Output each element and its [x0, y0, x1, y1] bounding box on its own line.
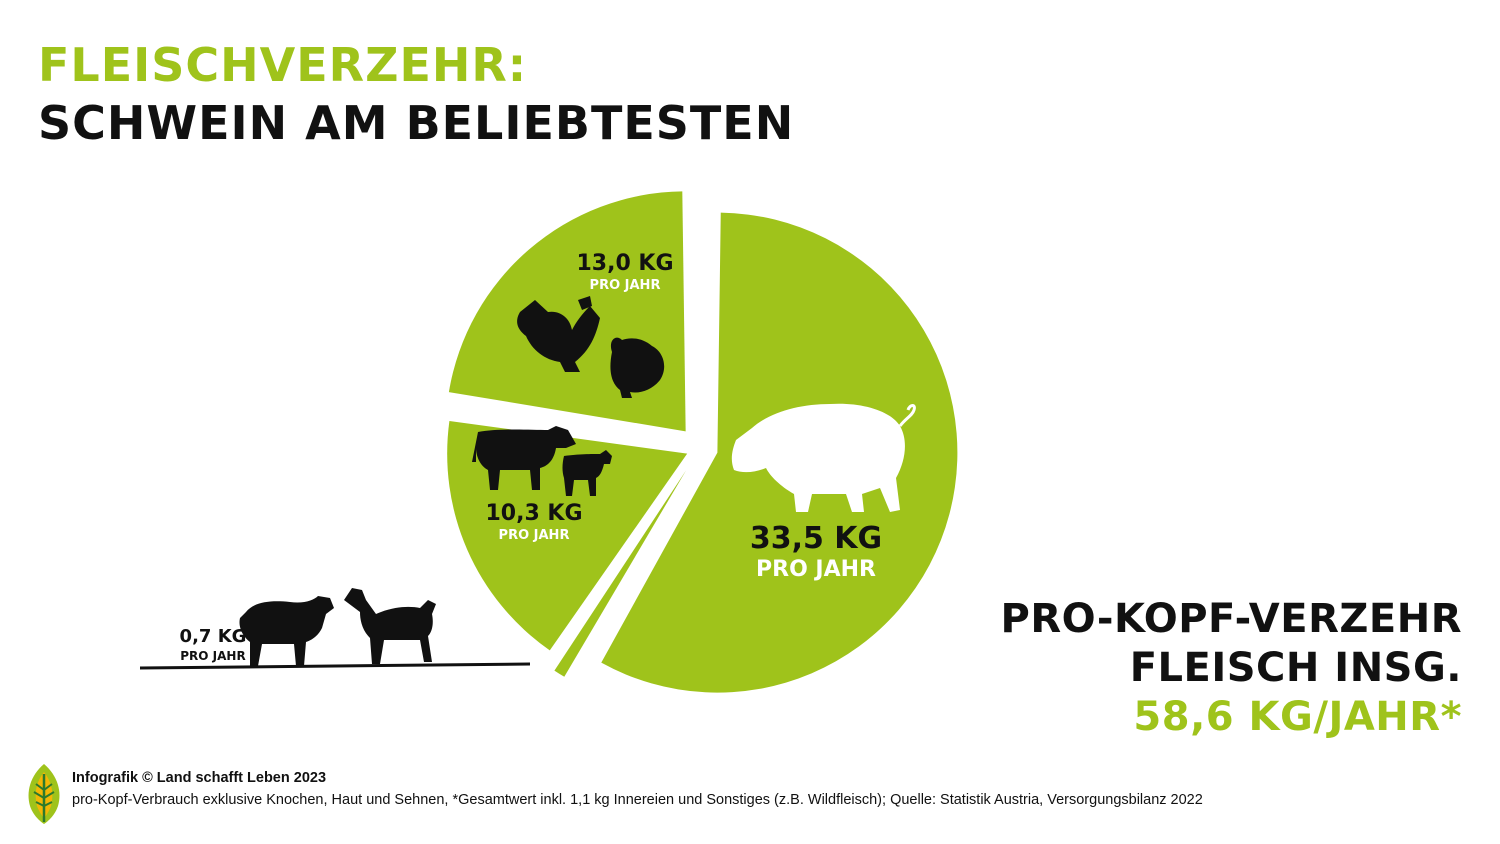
footer-note: pro-Kopf-Verbrauch exklusive Knochen, Ha…: [72, 792, 1203, 808]
slice-unit-label: PRO JAHR: [180, 649, 245, 663]
cow-calf-icon: [472, 426, 612, 496]
ground-line: [139, 662, 531, 670]
cow-icon: [472, 426, 576, 490]
ground-line-stroke: [139, 662, 531, 670]
slice-unit-label: PRO JAHR: [499, 528, 570, 543]
turkey-icon: [610, 337, 665, 398]
chicken-turkey-icon: [517, 296, 665, 398]
sheep-goat-icon: [239, 588, 436, 666]
chicken-icon: [517, 296, 600, 372]
pie-slice-schaf-ziege: [554, 470, 687, 677]
slice-unit-label: PRO JAHR: [590, 278, 661, 293]
total-label-line-1: PRO-KOPF-VERZEHR: [1000, 596, 1462, 642]
slice-unit-label: PRO JAHR: [756, 557, 876, 582]
slice-value-label: 33,5 KG: [750, 521, 882, 556]
slice-value-label: 13,0 KG: [576, 251, 673, 276]
pie-slice-rind-kalb: [447, 421, 688, 651]
calf-icon: [562, 450, 612, 496]
title-line-2: SCHWEIN AM BELIEBTESTEN: [38, 96, 795, 150]
footer-credit: Infografik © Land schafft Leben 2023: [72, 770, 327, 786]
title-line-1: FLEISCHVERZEHR:: [38, 38, 528, 92]
pig-icon: [731, 403, 916, 512]
slice-value-label: 0,7 KG: [180, 626, 247, 647]
total-label-line-2: FLEISCH INSG.: [1129, 645, 1462, 691]
sheep-icon: [239, 596, 334, 666]
leaf-logo-icon: [28, 764, 60, 824]
total-value: 58,6 KG/JAHR*: [1133, 694, 1462, 740]
goat-icon: [344, 588, 436, 664]
pie-slice-gefl-gel: [448, 191, 686, 432]
slice-value-label: 10,3 KG: [485, 501, 582, 526]
